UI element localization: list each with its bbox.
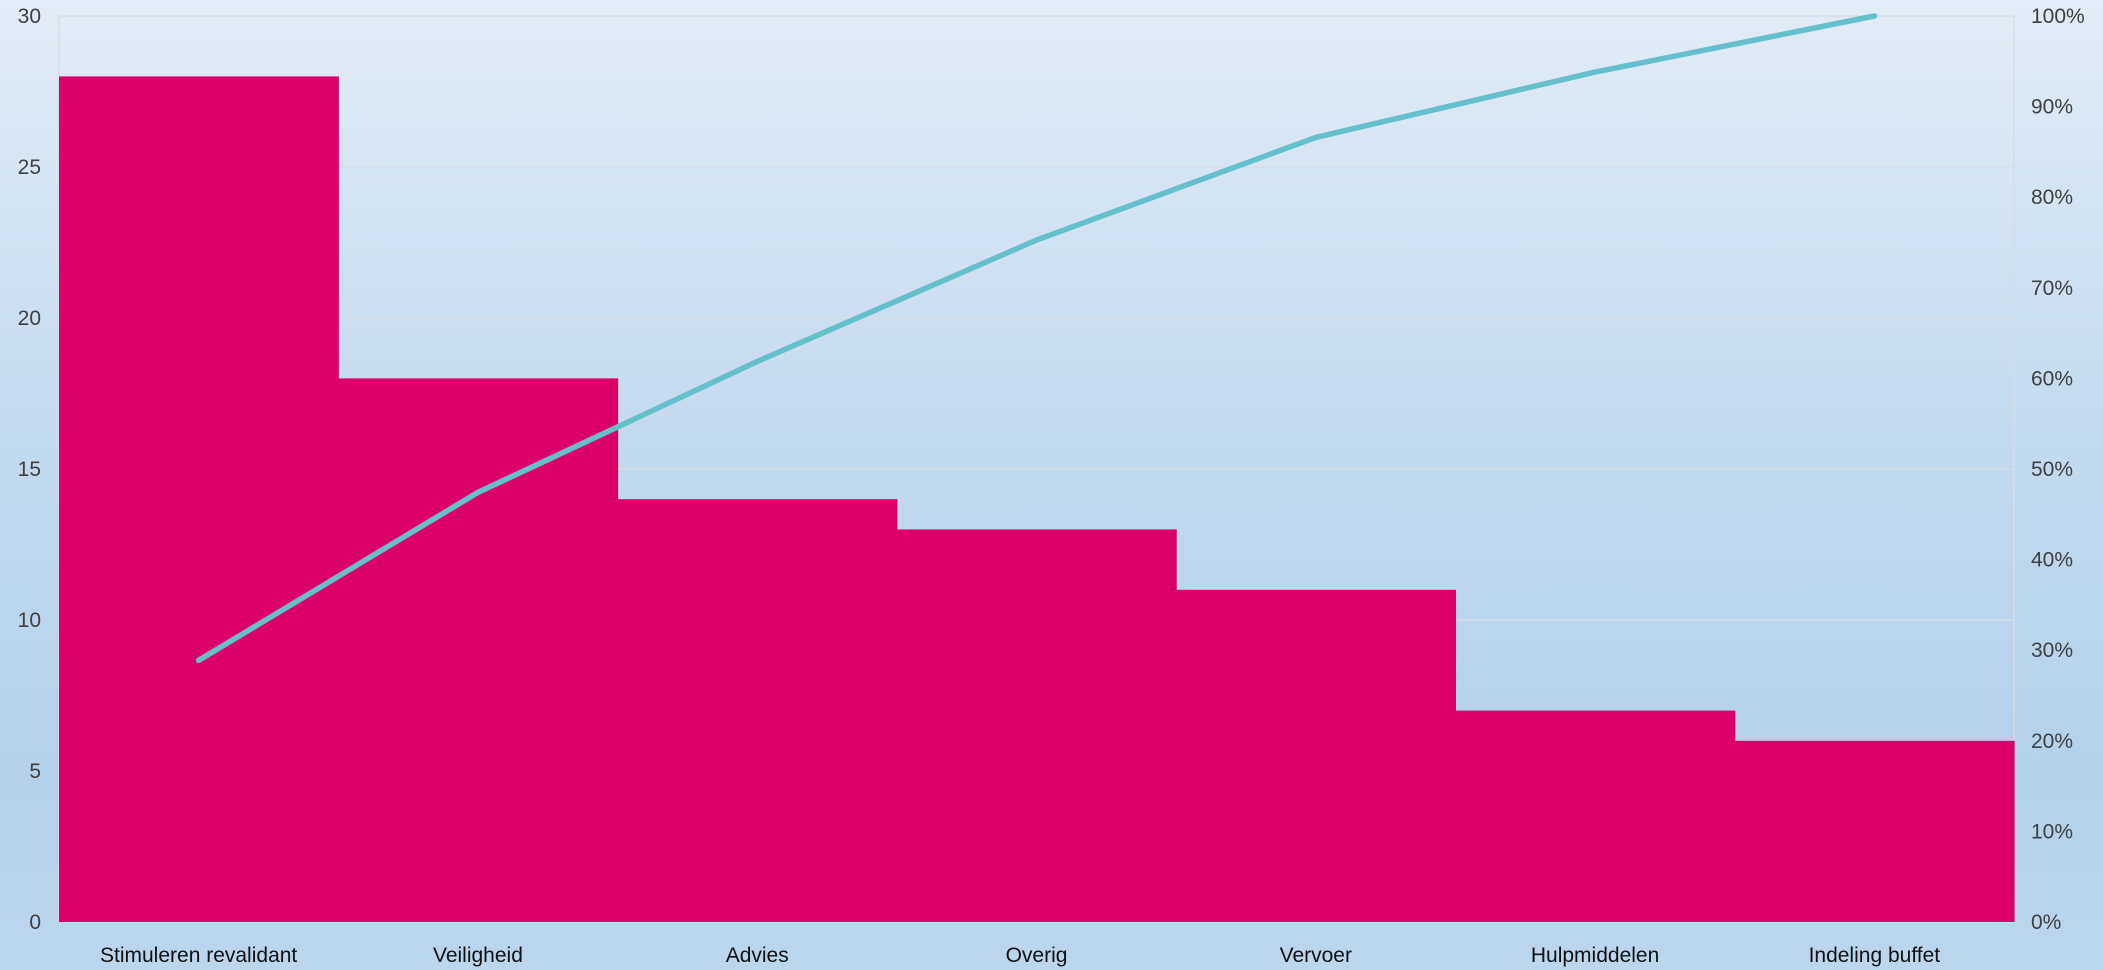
cumulative-line: [195, 13, 1878, 664]
left-tick-label: 5: [29, 760, 41, 783]
bar: [896, 529, 1177, 922]
category-label: Stimuleren revalidant: [100, 944, 297, 967]
line-layer: [195, 13, 1878, 664]
bar-layer: [59, 76, 2015, 922]
right-tick-label: 30%: [2031, 639, 2073, 662]
category-label: Advies: [726, 944, 789, 967]
bar: [617, 499, 898, 922]
bar: [1455, 710, 1736, 922]
category-label: Veiligheid: [433, 944, 523, 967]
x-axis: Stimuleren revalidant Veiligheid Advies Ove…: [100, 944, 1940, 967]
right-tick-label: 70%: [2031, 277, 2073, 300]
right-tick-label: 50%: [2031, 458, 2073, 481]
right-tick-label: 10%: [2031, 820, 2073, 843]
bar: [338, 378, 619, 922]
category-label: Hulpmiddelen: [1531, 944, 1659, 967]
right-tick-label: 20%: [2031, 730, 2073, 753]
right-tick-label: 0%: [2031, 911, 2061, 934]
category-label: Overig: [1006, 944, 1068, 967]
left-tick-label: 0: [29, 911, 41, 934]
category-label: Indeling buffet: [1809, 944, 1941, 967]
left-tick-label: 30: [18, 5, 41, 28]
left-tick-label: 15: [18, 458, 41, 481]
left-tick-label: 25: [18, 156, 41, 179]
right-axis: 0% 10% 20% 30% 40% 50% 60% 70% 80% 90% 100%: [2031, 5, 2085, 934]
right-tick-label: 80%: [2031, 186, 2073, 209]
right-tick-label: 100%: [2031, 5, 2085, 28]
left-tick-label: 10: [18, 609, 41, 632]
right-tick-label: 90%: [2031, 96, 2073, 119]
category-label: Vervoer: [1280, 944, 1352, 967]
left-tick-label: 20: [18, 307, 41, 330]
right-tick-label: 40%: [2031, 549, 2073, 572]
left-axis: 0 5 10 15 20 25 30: [18, 5, 41, 934]
bar: [59, 76, 339, 922]
right-tick-label: 60%: [2031, 367, 2073, 390]
bar: [1734, 740, 2015, 922]
bar: [1176, 589, 1457, 922]
